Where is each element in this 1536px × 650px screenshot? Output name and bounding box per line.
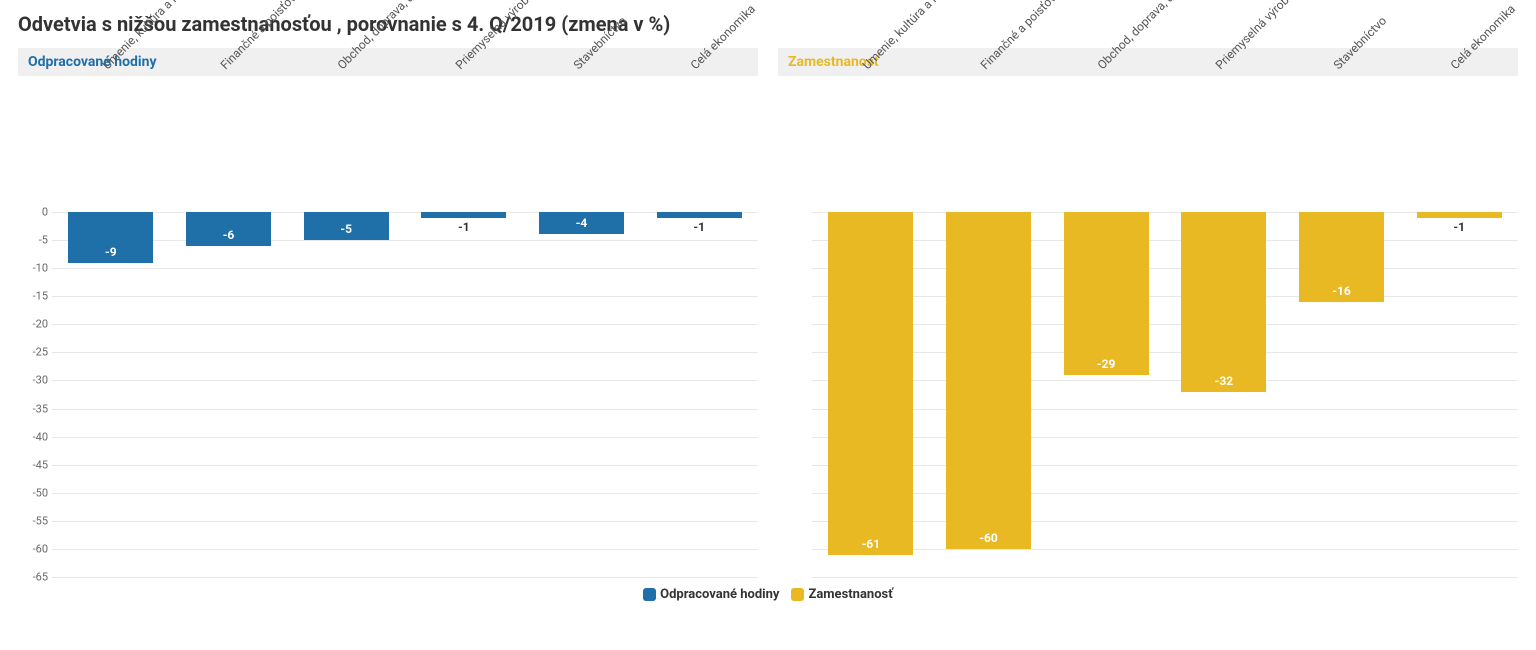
bar: -6 [186,212,271,246]
bar: -60 [946,212,1031,549]
chart-panel-right: Zamestnanosť Umenie, kultúra a inéFinanč… [778,48,1518,577]
bar-value-label: -32 [1215,374,1234,388]
y-tick-label: -10 [33,262,48,275]
bar-value-label: -60 [979,531,998,545]
y-tick-label: -25 [33,346,48,359]
bar-slot: -1 [1400,212,1518,577]
legend-label: Odpracované hodiny [660,587,779,602]
y-tick-label: -45 [33,458,48,471]
bar-value-label: -61 [862,537,881,551]
bar-slot: -60 [930,212,1048,577]
plot-wrap-left: 0-5-10-15-20-25-30-35-40-45-50-55-60-65 … [18,212,758,577]
legend-label: Zamestnanosť [808,587,892,602]
bar: -61 [828,212,913,555]
grid-line [812,577,1518,578]
bar: -32 [1181,212,1266,392]
y-tick-label: 0 [42,206,48,219]
bar: -4 [539,212,624,234]
bar-slot: -16 [1283,212,1401,577]
legend-swatch [643,588,656,601]
bar-slot: -5 [287,212,405,577]
bar-slot: -29 [1047,212,1165,577]
bar: -9 [68,212,153,263]
y-tick-label: -35 [33,402,48,415]
y-tick-label: -5 [39,234,48,247]
bar: -1 [1417,212,1502,218]
plot-wrap-right: -61 -60 -29 -32 -16 -1 [778,212,1518,577]
bar-value-label: -1 [458,220,470,234]
bar-slot: -61 [812,212,930,577]
bar-slot: -6 [170,212,288,577]
legend: Odpracované hodiny Zamestnanosť [18,587,1518,605]
y-axis-left: 0-5-10-15-20-25-30-35-40-45-50-55-60-65 [18,212,52,577]
bar-value-label: -6 [223,228,235,242]
bar: -1 [657,212,742,218]
bar-value-label: -4 [576,216,588,230]
bar-value-label: -9 [105,245,117,259]
xlabel-area-right: Umenie, kultúra a inéFinančné a poisťova… [778,82,1518,212]
bar-value-label: -1 [693,220,705,234]
panel-title-right: Zamestnanosť [778,48,1518,76]
plot-area-left: -9 -6 -5 -1 -4 -1 [52,212,758,577]
y-tick-label: -15 [33,290,48,303]
bar-value-label: -16 [1332,284,1351,298]
y-tick-label: -60 [33,542,48,555]
bar-slot: -9 [52,212,170,577]
bar: -1 [421,212,506,218]
y-tick-label: -50 [33,486,48,499]
bar: -5 [304,212,389,240]
y-axis-right [778,212,812,577]
main-title: Odvetvia s nižšou zamestnanosťou , porov… [18,12,1518,36]
plot-area-right: -61 -60 -29 -32 -16 -1 [812,212,1518,577]
bar-slot: -1 [640,212,758,577]
bar-value-label: -1 [1453,220,1465,234]
xlabel-area-left: Umenie, kultúra a inéFinančné a poisťova… [18,82,758,212]
grid-line [52,577,758,578]
y-tick-label: -40 [33,430,48,443]
bar-value-label: -29 [1097,357,1116,371]
bar-slot: -1 [405,212,523,577]
legend-item: Zamestnanosť [791,587,892,602]
panel-title-left: Odpracované hodiny [18,48,758,76]
y-tick-label: -20 [33,318,48,331]
bar: -16 [1299,212,1384,302]
bar: -29 [1064,212,1149,375]
bar-slot: -4 [523,212,641,577]
legend-swatch [791,588,804,601]
legend-item: Odpracované hodiny [643,587,779,602]
y-tick-label: -55 [33,514,48,527]
chart-panel-left: Odpracované hodiny Umenie, kultúra a iné… [18,48,758,577]
bar-slot: -32 [1165,212,1283,577]
y-tick-label: -65 [33,571,48,584]
bar-value-label: -5 [340,222,352,236]
charts-row: Odpracované hodiny Umenie, kultúra a iné… [18,48,1518,577]
y-tick-label: -30 [33,374,48,387]
